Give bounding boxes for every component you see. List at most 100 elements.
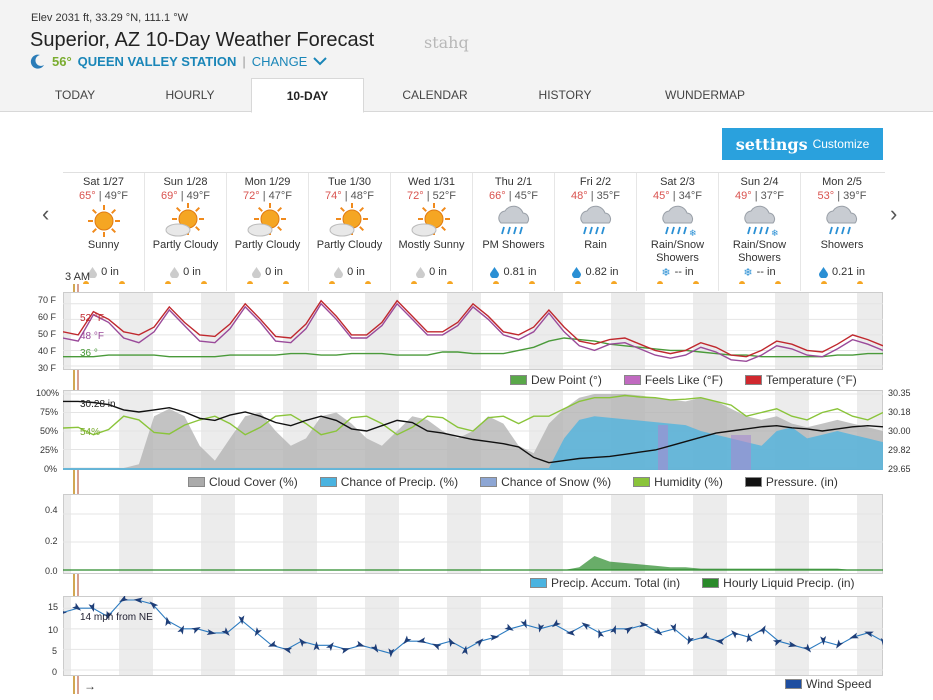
condition-text: Partly Cloudy — [316, 239, 383, 251]
night-band — [145, 494, 153, 574]
legend-swatch — [744, 477, 762, 487]
wind-arrow-icon — [653, 627, 663, 636]
wind-speed-chart — [58, 594, 889, 678]
customize-settings-button[interactable]: settings Customize — [722, 128, 883, 160]
precip-amount: 0.21 in — [801, 265, 883, 279]
condition-text: Partly Cloudy — [152, 239, 219, 251]
no-precip-icon — [88, 266, 98, 278]
legend-label: Chance of Precip. (%) — [340, 475, 459, 489]
cloud-ytick: 75% — [40, 407, 59, 417]
wind-arrow-icon — [165, 616, 172, 627]
temperature-chart — [62, 292, 884, 374]
night-band — [693, 292, 719, 370]
precip-chance-area — [63, 416, 883, 470]
wind-arrow-icon — [538, 623, 545, 633]
sunrise-icon — [247, 281, 253, 284]
night-band — [801, 596, 809, 676]
night-band — [637, 596, 645, 676]
page-header: Elev 2031 ft, 33.29 °N, 111.1 °W Superio… — [0, 0, 933, 78]
night-band — [801, 292, 809, 370]
wind-arrow-icon — [72, 602, 82, 611]
wind-arrow-icon — [715, 638, 725, 645]
tab-history[interactable]: HISTORY — [538, 88, 592, 102]
day-card[interactable]: Mon 2/5 53° | 39°F Showers 0.21 in — [801, 173, 883, 291]
legend-label: Feels Like (°F) — [644, 373, 723, 387]
next-days-arrow[interactable]: › — [890, 201, 898, 226]
night-band — [693, 494, 719, 574]
page-title: Superior, AZ 10-Day Weather Forecast — [30, 29, 375, 51]
day-card[interactable]: Sat 1/27 65° | 49°F Sunny 0 in — [63, 173, 145, 291]
day-card[interactable]: Fri 2/2 48° | 35°F Rain 0.82 in — [555, 173, 637, 291]
temperature-line — [62, 299, 884, 358]
high-temp: 48° — [571, 190, 588, 202]
precip-amount: 0.81 in — [473, 265, 554, 279]
legend-swatch — [480, 477, 498, 487]
low-temp: 49°F — [104, 190, 128, 202]
pressure-ytick: 29.65 — [888, 464, 911, 474]
tab-today[interactable]: TODAY — [54, 88, 96, 102]
wind-direction-marker — [653, 627, 663, 636]
wind-direction-marker — [254, 627, 262, 637]
sunset-icon — [693, 281, 699, 284]
night-band — [63, 596, 71, 676]
wind-direction-marker — [340, 647, 351, 654]
day-card[interactable]: Thu 2/1 66° | 45°F PM Showers 0.81 in — [473, 173, 555, 291]
precip-value: -- in — [674, 266, 694, 278]
wind-arrow-icon — [565, 629, 576, 636]
condition-text: PM Showers — [482, 239, 545, 251]
change-station-link[interactable]: CHANGE — [251, 53, 308, 69]
wind-arrow-icon — [119, 594, 129, 603]
rain-cloud-icon — [826, 205, 858, 235]
rain-drop-icon — [818, 266, 828, 278]
legend-swatch — [623, 375, 641, 385]
tab-10-day[interactable]: 10-DAY — [251, 78, 364, 113]
high-temp: 69° — [161, 190, 178, 202]
precip-ytick: 0.2 — [45, 536, 58, 546]
wind-arrow-icon — [598, 629, 605, 639]
day-card[interactable]: Wed 1/31 72° | 52°F Mostly Sunny 0 in — [391, 173, 473, 291]
precip-value: -- in — [756, 266, 776, 278]
station-name[interactable]: QUEEN VALLEY STATION — [77, 53, 237, 69]
wind-arrow-icon — [416, 637, 427, 644]
tab-wundermap[interactable]: WUNDERMAP — [665, 88, 745, 102]
cloud-legend: Cloud Cover (%) Chance of Precip. (%) Ch… — [188, 475, 838, 489]
day-name: Sun 2/4 — [740, 176, 779, 188]
night-band — [801, 494, 809, 574]
pressure-line — [63, 400, 884, 464]
previous-days-arrow[interactable]: ‹ — [42, 201, 50, 226]
no-precip-icon — [252, 266, 262, 278]
sunrise-icon — [411, 281, 417, 284]
feels-current-label: 48 °F — [80, 331, 105, 342]
sun-times — [309, 281, 390, 285]
wind-direction-marker — [598, 629, 605, 639]
tab-hourly[interactable]: HOURLY — [165, 88, 215, 102]
precip-value: 0 in — [265, 266, 283, 278]
day-card[interactable]: Sun 1/28 69° | 49°F Partly Cloudy 0 in — [145, 173, 227, 291]
plot-frame — [63, 292, 883, 370]
wind-direction-marker — [72, 602, 82, 611]
day-card[interactable]: Sat 2/3 45° | 34°F ❄ Rain/Snow Showers ❄ -- i… — [637, 173, 719, 291]
precip-amount: 0 in — [145, 265, 226, 279]
day-name: Sat 1/27 — [83, 176, 124, 188]
rain-cloud-icon — [579, 205, 611, 235]
chevron-down-icon[interactable] — [313, 56, 328, 66]
day-card[interactable]: Sun 2/4 49° | 37°F ❄ Rain/Snow Showers ❄ -- i… — [719, 173, 801, 291]
night-band — [611, 494, 637, 574]
humidity-current-label: 54% — [80, 427, 101, 438]
day-name: Wed 1/31 — [408, 176, 455, 188]
precip-ytick: 0.0 — [45, 566, 58, 576]
night-band — [447, 494, 473, 574]
wind-direction-marker — [416, 637, 427, 644]
sunset-icon — [119, 281, 125, 284]
day-card[interactable]: Mon 1/29 72° | 47°F Partly Cloudy 0 in — [227, 173, 309, 291]
condition-text: Rain/Snow Showers — [732, 239, 787, 264]
high-temp: 72° — [407, 190, 424, 202]
tab-calendar[interactable]: CALENDAR — [402, 88, 468, 102]
day-card[interactable]: Tue 1/30 74° | 48°F Partly Cloudy 0 in — [309, 173, 391, 291]
temp-ytick: 70 F — [38, 295, 57, 305]
pressure-current-label: 30.28 in — [80, 399, 116, 410]
day-name: Mon 2/5 — [822, 176, 862, 188]
wind-direction-marker — [388, 648, 395, 658]
wind-direction-marker — [520, 618, 527, 629]
legend-label: Pressure. (in) — [765, 475, 838, 489]
